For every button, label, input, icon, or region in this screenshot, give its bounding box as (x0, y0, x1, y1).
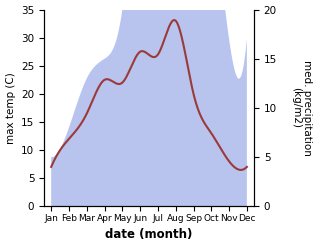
Y-axis label: max temp (C): max temp (C) (5, 72, 16, 144)
X-axis label: date (month): date (month) (105, 228, 193, 242)
Y-axis label: med. precipitation
(kg/m2): med. precipitation (kg/m2) (291, 60, 313, 156)
